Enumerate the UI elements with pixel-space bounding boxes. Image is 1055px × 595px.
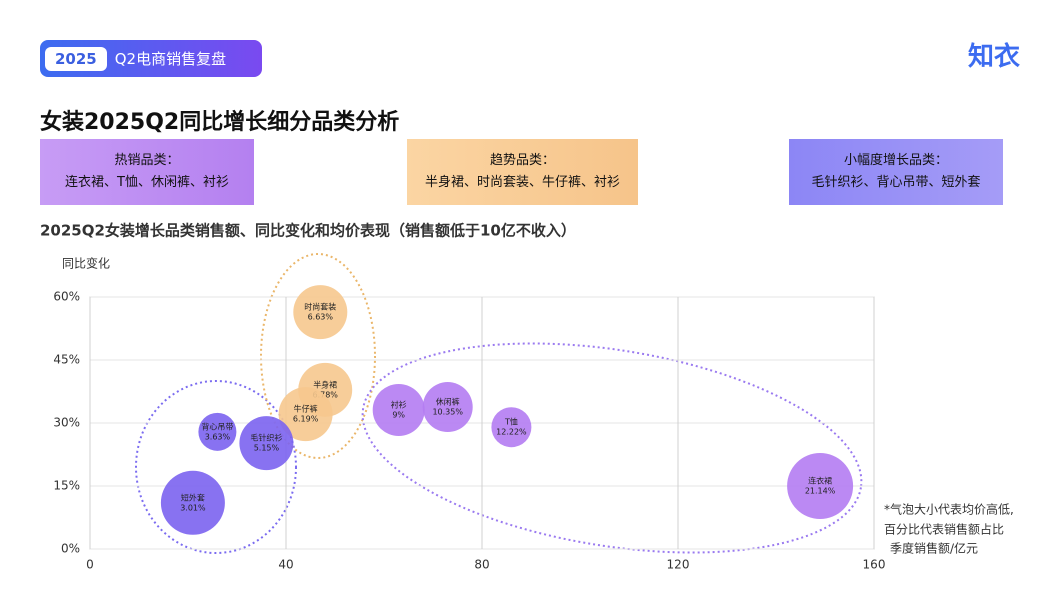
y-tick-label: 0% bbox=[61, 542, 80, 556]
bubble-label: 牛仔裤 bbox=[294, 404, 318, 414]
bubble-value-label: 3.01% bbox=[180, 503, 206, 512]
bubble-value-label: 21.14% bbox=[805, 487, 836, 496]
bubble bbox=[372, 383, 425, 436]
x-tick-label: 120 bbox=[667, 558, 690, 572]
bubble bbox=[787, 453, 854, 519]
group-title: 趋势品类： bbox=[489, 153, 555, 168]
bubble-value-label: 6.78% bbox=[312, 390, 338, 399]
group-title: 小幅度增长品类： bbox=[843, 153, 948, 168]
group-items: 毛针织衫、背心吊带、短外套 bbox=[811, 175, 981, 190]
group-box: 热销品类： 连衣裙、T恤、休闲裤、衬衫 bbox=[40, 139, 254, 205]
bubble bbox=[278, 387, 333, 442]
outline bbox=[361, 342, 863, 554]
note: *气泡大小代表均价高低, bbox=[884, 502, 1014, 517]
group-box: 小幅度增长品类： 毛针织衫、背心吊带、短外套 bbox=[789, 139, 1003, 205]
badge-year: 2025 bbox=[45, 46, 107, 71]
bubble-label: 衬衫 bbox=[391, 399, 407, 409]
bubble bbox=[160, 470, 225, 535]
x-axis-label: 季度销售额/亿元 bbox=[890, 541, 978, 556]
bubble bbox=[422, 382, 473, 433]
group-title: 热销品类： bbox=[114, 153, 180, 168]
outline bbox=[135, 380, 297, 554]
y-tick-label: 45% bbox=[53, 353, 80, 367]
bubble bbox=[239, 416, 294, 471]
bubble-label: 背心吊带 bbox=[201, 421, 233, 431]
note: 百分比代表销售额占比 bbox=[884, 522, 1004, 537]
y-tick-label: 15% bbox=[53, 479, 80, 493]
x-tick-label: 40 bbox=[278, 558, 293, 572]
bubble-value-label: 6.63% bbox=[308, 313, 334, 322]
header-badge: 2025 Q2电商销售复盘 bbox=[40, 40, 262, 77]
bubble-label: 短外套 bbox=[181, 492, 205, 502]
group-items: 连衣裙、T恤、休闲裤、衬衫 bbox=[65, 175, 229, 190]
bubble-value-label: 6.19% bbox=[293, 415, 319, 424]
x-tick-label: 80 bbox=[474, 558, 489, 572]
bubble-value-label: 10.35% bbox=[432, 408, 463, 417]
y-axis-label: 同比变化 bbox=[62, 256, 110, 271]
x-tick-label: 160 bbox=[863, 558, 886, 572]
group-outlines bbox=[135, 253, 863, 554]
bubble-label: 休闲裤 bbox=[436, 397, 460, 407]
bubble-label: T恤 bbox=[504, 417, 518, 427]
y-tick-label: 60% bbox=[53, 290, 80, 304]
bubble bbox=[293, 285, 348, 340]
bubble-value-label: 5.15% bbox=[254, 444, 280, 453]
y-tick-label: 30% bbox=[53, 416, 80, 430]
bubble-value-label: 3.63% bbox=[205, 432, 231, 441]
chart-title: 2025Q2女装增长品类销售额、同比变化和均价表现（销售额低于10亿不收入） bbox=[40, 222, 576, 240]
group-items: 半身裙、时尚套装、牛仔裤、衬衫 bbox=[424, 175, 620, 190]
outline bbox=[260, 253, 376, 459]
bubble-value-label: 12.22% bbox=[496, 428, 527, 437]
bubble bbox=[491, 407, 532, 448]
bubble-label: 半身裙 bbox=[313, 379, 337, 389]
badge-title: Q2电商销售复盘 bbox=[114, 50, 227, 68]
bubble bbox=[198, 412, 237, 451]
bubble-label: 毛针织衫 bbox=[250, 433, 282, 443]
logo: 知衣 bbox=[968, 42, 1021, 72]
bubble-value-label: 9% bbox=[392, 410, 405, 419]
bubble-label: 时尚套装 bbox=[304, 302, 336, 312]
x-tick-label: 0 bbox=[86, 558, 94, 572]
group-box: 趋势品类： 半身裙、时尚套装、牛仔裤、衬衫 bbox=[407, 139, 638, 205]
page-title: 女装2025Q2同比增长细分品类分析 bbox=[40, 110, 400, 135]
bubble-label: 连衣裙 bbox=[808, 476, 832, 486]
